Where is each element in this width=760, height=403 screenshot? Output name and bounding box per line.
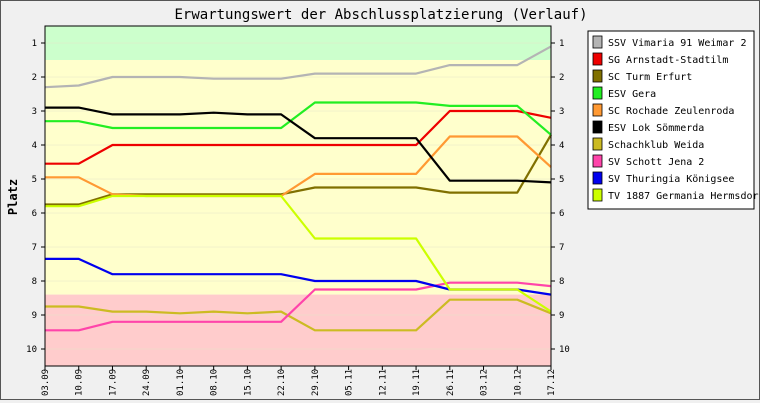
x-tick-labels: 03.09 10.09 17.09 24.09 01.10 08.10 15.10 22.10… bbox=[41, 369, 557, 396]
y-tick-label-left: 7 bbox=[32, 243, 37, 253]
series-line-3 bbox=[45, 101, 552, 136]
y-tick-label-left: 9 bbox=[32, 311, 37, 321]
y-tick-label-left: 5 bbox=[32, 175, 37, 185]
x-tick-label: 15.10 bbox=[243, 369, 253, 396]
y-tick-label-right: 5 bbox=[559, 175, 564, 185]
legend-swatch bbox=[592, 154, 603, 168]
y-tick-label-right: 2 bbox=[559, 73, 564, 83]
x-tick-label: 10.12 bbox=[513, 369, 523, 396]
legend-swatch bbox=[592, 120, 603, 134]
y-tick-label-right: 6 bbox=[559, 209, 564, 219]
x-tick-label: 24.09 bbox=[142, 369, 152, 396]
legend-swatch bbox=[592, 137, 603, 151]
x-tick-label: 03.09 bbox=[41, 369, 51, 396]
y-tick-label-left: 1 bbox=[32, 39, 37, 49]
x-tick-label: 05.11 bbox=[345, 369, 355, 396]
y-tick-label-left: 4 bbox=[32, 141, 37, 151]
chart-title: Erwartungswert der Abschlussplatzierung … bbox=[174, 7, 587, 23]
y-tick-label-left: 10 bbox=[26, 345, 37, 355]
legend-entry: SC Rochade Zeulenroda bbox=[608, 106, 734, 117]
x-tick-label: 17.09 bbox=[108, 369, 118, 396]
plot-frame bbox=[44, 25, 552, 367]
legend-entry: SSV Vimaria 91 Weimar 2 bbox=[608, 38, 746, 49]
series-line-0 bbox=[44, 45, 552, 89]
legend-entry: SV Schott Jena 2 bbox=[608, 157, 704, 168]
legend-swatch bbox=[592, 52, 603, 66]
y-tick-label-right: 1 bbox=[559, 39, 564, 49]
y-axis-label: Platz bbox=[6, 179, 20, 215]
axes bbox=[41, 25, 555, 370]
y-tick-label-left: 3 bbox=[32, 107, 37, 117]
legend-swatch bbox=[592, 69, 603, 83]
y-tick-labels-left: 1 2 3 4 5 6 7 8 9 10 bbox=[26, 39, 37, 355]
series-line-5 bbox=[45, 106, 552, 184]
y-tick-labels-right: 1 2 3 4 5 6 7 8 9 10 bbox=[559, 39, 570, 355]
legend-entry: ESV Lok Sömmerda bbox=[608, 123, 704, 134]
rank-bands bbox=[45, 26, 551, 366]
legend-swatch bbox=[592, 86, 603, 100]
y-tick-label-right: 8 bbox=[559, 277, 564, 287]
y-tick-label-left: 6 bbox=[32, 209, 37, 219]
legend-entry: TV 1887 Germania Hermsdorf bbox=[608, 191, 759, 202]
legend-entry: SV Thuringia Königsee bbox=[608, 174, 734, 185]
series-line-9 bbox=[45, 194, 552, 313]
series-line-7 bbox=[45, 281, 552, 332]
y-tick-label-right: 4 bbox=[559, 141, 564, 151]
legend-swatch bbox=[592, 103, 603, 117]
y-tick-label-left: 8 bbox=[32, 277, 37, 287]
x-tick-label: 01.10 bbox=[176, 369, 186, 396]
legend: SSV Vimaria 91 Weimar 2 SG Arnstadt-Stadt… bbox=[587, 30, 760, 210]
legend-box bbox=[587, 30, 755, 210]
legend-swatch bbox=[592, 188, 603, 202]
legend-entry: Schachklub Weida bbox=[608, 140, 704, 151]
legend-entry: SC Turm Erfurt bbox=[608, 72, 692, 83]
x-tick-label: 03.12 bbox=[480, 369, 490, 396]
x-tick-label: 19.11 bbox=[412, 369, 422, 396]
x-tick-label: 29.10 bbox=[311, 369, 321, 396]
x-tick-label: 26.11 bbox=[446, 369, 456, 396]
x-tick-label: 22.10 bbox=[277, 369, 287, 396]
series-line-6 bbox=[45, 298, 552, 332]
x-tick-label: 08.10 bbox=[210, 369, 220, 396]
x-tick-label: 10.09 bbox=[75, 369, 85, 396]
legend-entry: ESV Gera bbox=[608, 89, 656, 100]
legend-swatch bbox=[592, 171, 603, 185]
legend-swatch bbox=[592, 35, 603, 49]
x-tick-label: 17.12 bbox=[547, 369, 557, 396]
y-tick-label-left: 2 bbox=[32, 73, 37, 83]
y-tick-label-right: 3 bbox=[559, 107, 564, 117]
x-tick-label: 12.11 bbox=[378, 369, 388, 396]
series-line-1 bbox=[45, 109, 552, 165]
band-middle bbox=[45, 60, 551, 295]
legend-entry: SG Arnstadt-Stadtilm bbox=[608, 55, 728, 66]
y-tick-label-right: 9 bbox=[559, 311, 564, 321]
series-lines bbox=[44, 45, 552, 332]
y-tick-label-right: 7 bbox=[559, 243, 564, 253]
y-tick-label-right: 10 bbox=[559, 345, 570, 355]
